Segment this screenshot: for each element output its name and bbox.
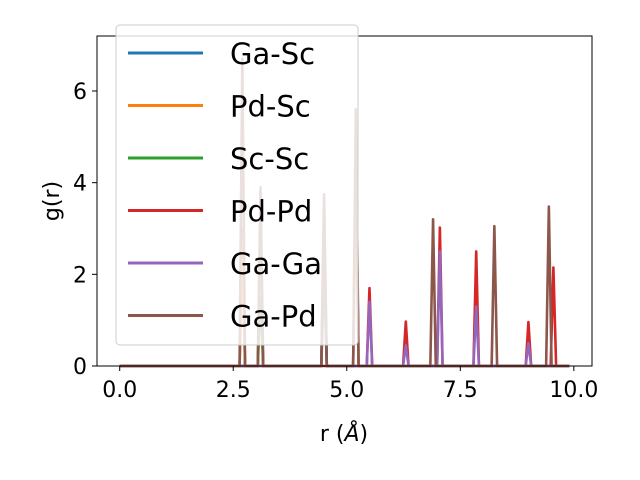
y-tick-label: 2 bbox=[73, 263, 87, 288]
y-tick-label: 4 bbox=[73, 172, 87, 197]
x-axis-label-suffix: ) bbox=[360, 422, 369, 447]
legend-label: Ga-Ga bbox=[230, 247, 322, 281]
y-tick-label: 0 bbox=[73, 355, 87, 380]
x-axis: 0.0 2.5 5.0 7.5 10.0 bbox=[102, 366, 598, 403]
legend-label: Ga-Pd bbox=[230, 300, 317, 334]
x-tick-label: 2.5 bbox=[216, 378, 251, 403]
legend-label: Ga-Sc bbox=[230, 37, 315, 71]
x-tick-label: 7.5 bbox=[443, 378, 478, 403]
legend-box bbox=[115, 24, 359, 346]
x-axis-label-unit: Å bbox=[342, 420, 359, 447]
y-tick-label: 6 bbox=[73, 80, 87, 105]
x-axis-label: r (Å) bbox=[320, 420, 368, 447]
x-tick-label: 10.0 bbox=[549, 378, 598, 403]
legend: Ga-Sc Pd-Sc Sc-Sc Pd-Pd Ga-Ga Ga-Pd bbox=[115, 24, 359, 346]
x-tick-label: 0.0 bbox=[102, 378, 137, 403]
y-axis-label: g(r) bbox=[40, 181, 65, 221]
y-axis: 0 2 4 6 bbox=[73, 80, 97, 380]
x-axis-label-prefix: r ( bbox=[320, 422, 345, 447]
legend-label: Sc-Sc bbox=[230, 142, 309, 176]
x-tick-label: 5.0 bbox=[329, 378, 364, 403]
legend-label: Pd-Pd bbox=[230, 195, 312, 229]
legend-label: Pd-Sc bbox=[230, 90, 311, 124]
